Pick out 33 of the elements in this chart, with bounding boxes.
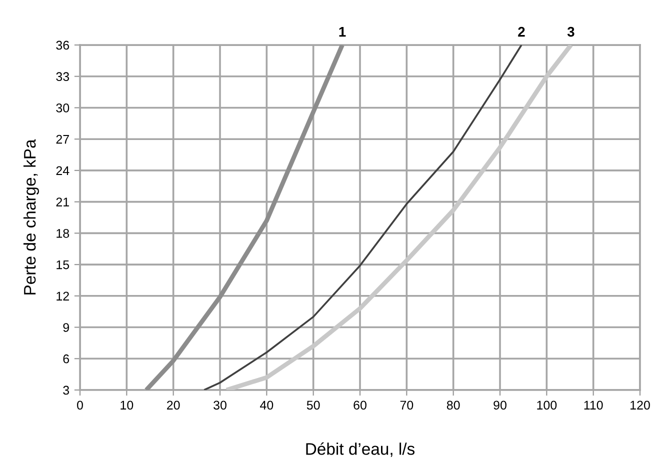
line-series <box>224 45 574 390</box>
x-tick-label: 90 <box>494 400 506 410</box>
y-tick-label: 27 <box>56 134 69 144</box>
x-tick-label: 20 <box>167 400 180 410</box>
y-tick-label: 3 <box>63 386 70 395</box>
x-tick-label: 110 <box>584 400 603 410</box>
y-tick-label: 6 <box>63 354 70 364</box>
y-tick-label: 36 <box>56 40 70 50</box>
x-tick-label: 50 <box>306 400 320 410</box>
y-axis-title: Perte de charge, kPa <box>23 139 40 294</box>
y-tick-label: 30 <box>56 104 70 112</box>
x-tick-label: 120 <box>630 400 650 410</box>
x-tick-label: 30 <box>214 400 226 410</box>
line-series <box>144 45 344 390</box>
x-tick-label: 100 <box>537 400 557 410</box>
y-tick-label: 21 <box>56 198 69 206</box>
y-tick-label: 24 <box>56 166 70 175</box>
x-tick-label: 40 <box>260 400 274 410</box>
x-tick-label: 60 <box>354 400 366 410</box>
series-label: 1 <box>339 27 346 37</box>
y-tick-label: 12 <box>56 292 69 300</box>
x-axis-title: Débit d’eau, l/s <box>306 442 415 457</box>
line-series <box>203 45 522 390</box>
x-tick-label: 0 <box>77 400 83 410</box>
y-tick-label: 9 <box>63 323 69 332</box>
y-tick-label: 18 <box>56 228 70 238</box>
series-label: 2 <box>518 26 525 37</box>
y-tick-label: 33 <box>56 72 70 82</box>
x-tick-label: 10 <box>120 400 134 410</box>
series-label: 3 <box>567 26 574 37</box>
x-tick-label: 80 <box>446 400 460 410</box>
x-tick-label: 70 <box>400 400 414 410</box>
y-tick-label: 15 <box>56 260 70 270</box>
